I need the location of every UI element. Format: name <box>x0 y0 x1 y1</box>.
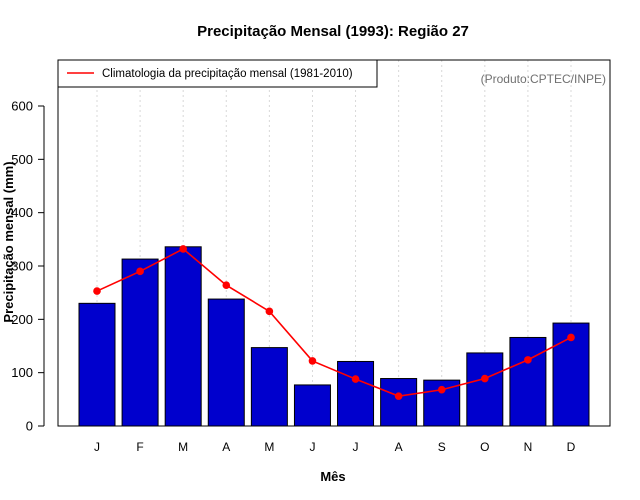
bar <box>207 298 245 427</box>
y-tick-label: 600 <box>11 99 33 114</box>
climatology-point <box>351 375 360 383</box>
y-tick-label: 100 <box>11 365 33 380</box>
climatology-point <box>437 385 446 394</box>
climatology-point <box>222 281 231 290</box>
x-tick-label: N <box>524 440 533 454</box>
bar-series <box>78 246 590 427</box>
legend: Climatologia da precipitação mensal (198… <box>57 59 378 88</box>
climatology-point <box>394 392 403 400</box>
x-tick-label: J <box>353 440 359 454</box>
x-tick-label: O <box>480 440 489 454</box>
climatology-point <box>308 357 317 365</box>
bar <box>164 246 202 427</box>
y-axis: 0 100 200 300 400 500 600 <box>11 99 45 434</box>
bar <box>121 258 159 427</box>
y-tick-label: 0 <box>26 419 33 434</box>
y-axis-label: Precipitação mensal (mm) <box>1 161 16 322</box>
climatology-point <box>567 333 575 342</box>
legend-entry: Climatologia da precipitação mensal (198… <box>102 68 353 80</box>
climatology-line <box>96 247 572 397</box>
y-tick-label: 400 <box>11 205 33 220</box>
bar <box>293 384 331 427</box>
y-tick-label: 300 <box>11 259 33 274</box>
x-tick-label: J <box>94 440 100 454</box>
bar <box>509 336 547 427</box>
x-tick-label: M <box>178 440 188 454</box>
y-tick-label: 200 <box>11 312 33 327</box>
y-tick-label: 500 <box>11 152 33 167</box>
climatology-point <box>179 245 187 253</box>
bar <box>250 347 288 427</box>
climatology-point <box>265 307 274 316</box>
x-tick-label: F <box>136 440 143 454</box>
x-axis-label: Mês <box>320 469 345 484</box>
bar <box>466 352 504 427</box>
climatology-series <box>93 245 575 400</box>
x-tick-label: D <box>567 440 576 454</box>
chart-title: Precipitação Mensal (1993): Região 27 <box>197 23 469 40</box>
climatology-point <box>93 287 101 295</box>
x-tick-label: S <box>438 440 446 454</box>
x-tick-label: A <box>222 440 230 454</box>
climatology-point <box>136 267 144 276</box>
climatology-point <box>481 374 489 383</box>
x-tick-label: M <box>264 440 274 454</box>
bar <box>337 360 375 427</box>
legend-box <box>57 59 378 88</box>
x-tick-label: J <box>309 440 315 454</box>
bar <box>78 302 116 427</box>
x-tick-label: A <box>395 440 403 454</box>
climatology-point <box>524 356 532 364</box>
credit-annotation: (Produto:CPTEC/INPE) <box>481 72 606 86</box>
bar <box>380 378 418 427</box>
